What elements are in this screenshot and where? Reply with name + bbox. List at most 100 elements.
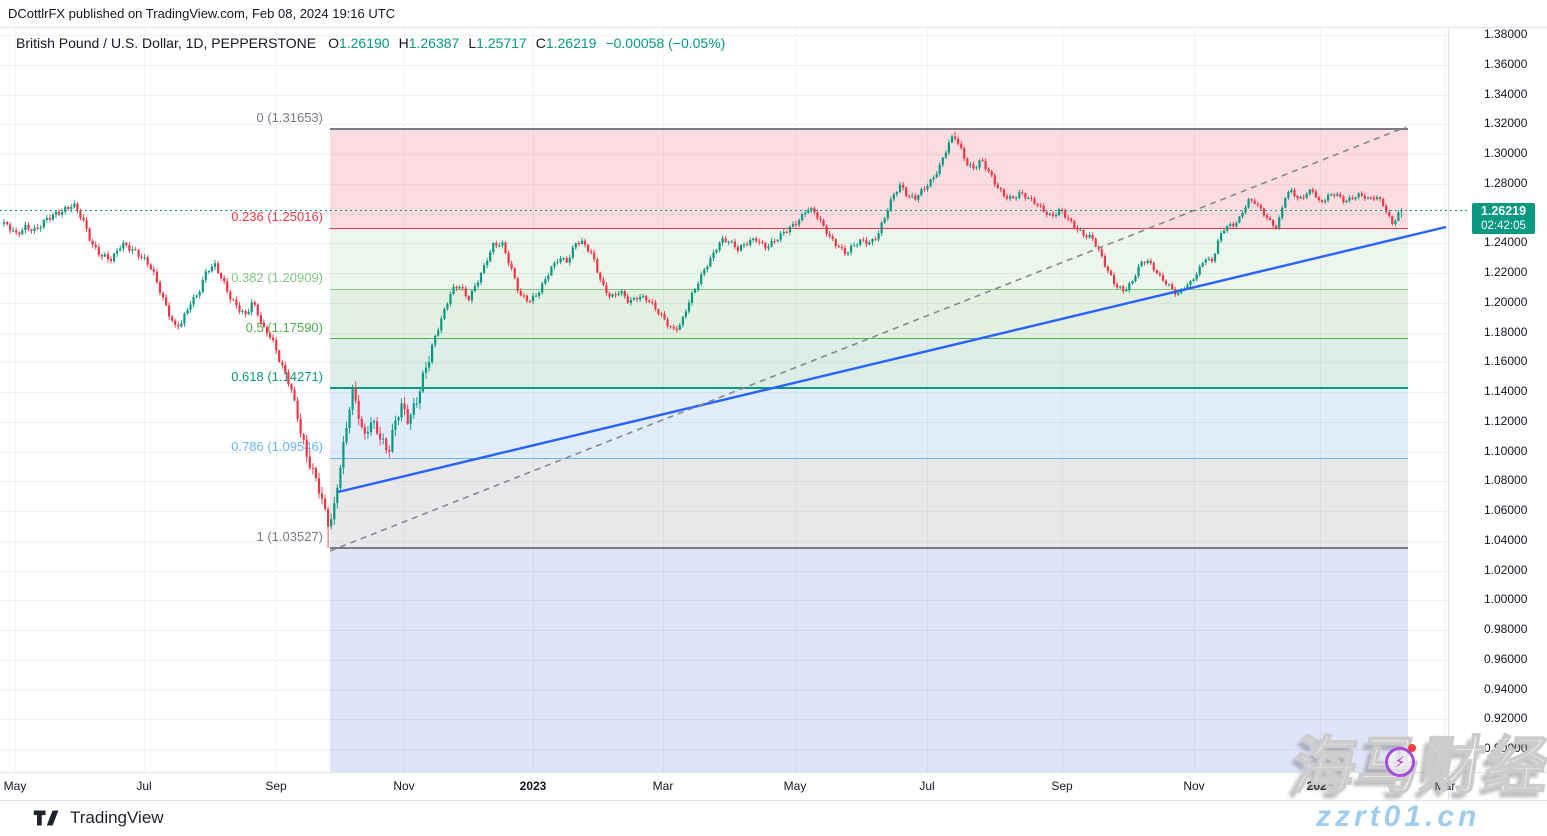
- symbol-title: British Pound / U.S. Dollar, 1D, PEPPERS…: [16, 35, 317, 51]
- gridline-h: [0, 630, 1448, 632]
- fib-level-line[interactable]: [330, 387, 1408, 389]
- price-axis-label: 0.90000: [1484, 741, 1528, 756]
- price-axis-label: 1.14000: [1484, 384, 1528, 399]
- time-axis-label: Sep: [265, 779, 287, 793]
- fib-level-line[interactable]: [330, 288, 1408, 290]
- price-axis-label: 0.92000: [1484, 711, 1528, 726]
- symbol-legend[interactable]: British Pound / U.S. Dollar, 1D, PEPPERS…: [16, 33, 725, 53]
- fib-level-line[interactable]: [330, 128, 1408, 131]
- time-axis-label: May: [3, 779, 27, 793]
- gridline-h: [0, 362, 1448, 364]
- price-axis-label: 1.12000: [1484, 413, 1528, 428]
- fib-level-label: 0.618 (1.14271): [231, 369, 323, 385]
- price-axis-label: 1.06000: [1484, 503, 1528, 518]
- price-axis-label: 1.08000: [1484, 473, 1528, 488]
- gridline-v: [276, 28, 277, 772]
- price-axis-label: 0.96000: [1484, 651, 1528, 666]
- badge-red-dot: [1408, 744, 1416, 752]
- price-axis-label: 1.22000: [1484, 265, 1528, 280]
- fib-level-label: 0.236 (1.25016): [231, 209, 323, 225]
- time-axis[interactable]: May Jul Sep Nov 2023 Mar May Jul Sep Nov 2024 Mar: [0, 772, 1456, 800]
- gridline-h: [0, 243, 1448, 245]
- time-axis-label: Nov: [1183, 779, 1205, 793]
- price-axis[interactable]: 1.38000 1.36000 1.34000 1.32000 1.30000 1.280…: [1448, 27, 1547, 800]
- gridline-v: [1062, 28, 1063, 772]
- gridline-v: [795, 28, 796, 772]
- price-axis-label: 1.28000: [1484, 175, 1528, 190]
- publisher-text: DCottlrFX published on TradingView.com, …: [8, 6, 396, 21]
- price-axis-label: 1.10000: [1484, 443, 1528, 458]
- time-axis-label: Sep: [1051, 779, 1073, 793]
- gridline-h: [0, 64, 1448, 66]
- ohlc-pair: L1.25717: [468, 35, 527, 51]
- ohlc-pair: C1.26219: [535, 35, 597, 51]
- fib-level-line[interactable]: [330, 546, 1408, 549]
- fib-level-label: 1 (1.03527): [256, 528, 324, 544]
- gridline-h: [0, 35, 1448, 36]
- bar-countdown: 02:42:05: [1481, 220, 1526, 232]
- current-price-line: [0, 210, 1470, 212]
- gridline-h: [0, 749, 1448, 751]
- publisher-bar: DCottlrFX published on TradingView.com, …: [0, 0, 1547, 28]
- gridline-h: [0, 154, 1448, 156]
- fib-level-line[interactable]: [330, 457, 1408, 459]
- fib-level-line[interactable]: [330, 338, 1408, 340]
- time-axis-label: Nov: [393, 779, 415, 793]
- gridline-h: [0, 570, 1448, 572]
- price-axis-label: 1.34000: [1484, 86, 1528, 101]
- tradingview-logo[interactable]: TradingView: [33, 806, 164, 830]
- fib-band: [330, 547, 1408, 772]
- price-axis-label: 1.16000: [1484, 354, 1528, 369]
- price-axis-label: 1.02000: [1484, 562, 1528, 577]
- gridline-h: [0, 600, 1448, 602]
- time-axis-label: Jul: [919, 779, 935, 793]
- fib-level-label: 0.786 (1.09546): [231, 439, 323, 455]
- fib-level-label: 0.382 (1.20909): [231, 270, 323, 286]
- fib-band: [330, 289, 1408, 339]
- price-axis-label: 1.30000: [1484, 146, 1528, 161]
- gridline-h: [0, 124, 1448, 126]
- lightning-bolt-icon: ⚡: [1394, 753, 1406, 771]
- price-axis-label: 1.18000: [1484, 324, 1528, 339]
- ohlc-pair: H1.26387: [398, 35, 460, 51]
- lightning-badge-icon: ⚡: [1385, 747, 1415, 777]
- price-axis-label: 1.24000: [1484, 235, 1528, 250]
- gridline-v: [1320, 28, 1321, 772]
- time-axis-label: 2023: [519, 779, 547, 793]
- price-axis-label: 1.20000: [1484, 294, 1528, 309]
- change-value: −0.00058 (−0.05%): [605, 35, 726, 51]
- gridline-h: [0, 421, 1448, 423]
- gridline-h: [0, 511, 1448, 513]
- watermark-site-text: zzrt01.cn: [1316, 800, 1481, 833]
- gridline-h: [0, 659, 1448, 661]
- gridline-v: [15, 28, 16, 772]
- price-axis-label: 0.98000: [1484, 622, 1528, 637]
- gridline-h: [0, 392, 1448, 394]
- gridline-h: [0, 183, 1448, 185]
- tradingview-logo-icon: [33, 808, 63, 828]
- gridline-h: [0, 689, 1448, 691]
- gridline-v: [927, 28, 928, 772]
- footer-border: [0, 800, 1547, 801]
- gridline-v: [1445, 28, 1446, 772]
- time-axis-label: May: [783, 779, 807, 793]
- gridline-h: [0, 481, 1448, 483]
- time-axis-label: 2024: [1306, 779, 1334, 793]
- fib-level-label: 0.5 (1.17590): [245, 319, 323, 335]
- price-axis-label: 0.94000: [1484, 681, 1528, 696]
- time-axis-border: [0, 772, 1547, 773]
- gridline-v: [144, 28, 145, 772]
- price-axis-label: 1.00000: [1484, 592, 1528, 607]
- gridline-h: [0, 94, 1448, 96]
- gridline-v: [663, 28, 664, 772]
- fib-level-line[interactable]: [330, 227, 1408, 229]
- time-axis-label: Mar: [1434, 779, 1456, 793]
- ohlc-pair: O1.26190: [328, 35, 390, 51]
- fib-band: [330, 458, 1408, 548]
- fib-band: [330, 338, 1408, 389]
- current-price-value: 1.26219: [1480, 204, 1527, 218]
- fib-band: [330, 228, 1408, 290]
- gridline-v: [404, 28, 405, 772]
